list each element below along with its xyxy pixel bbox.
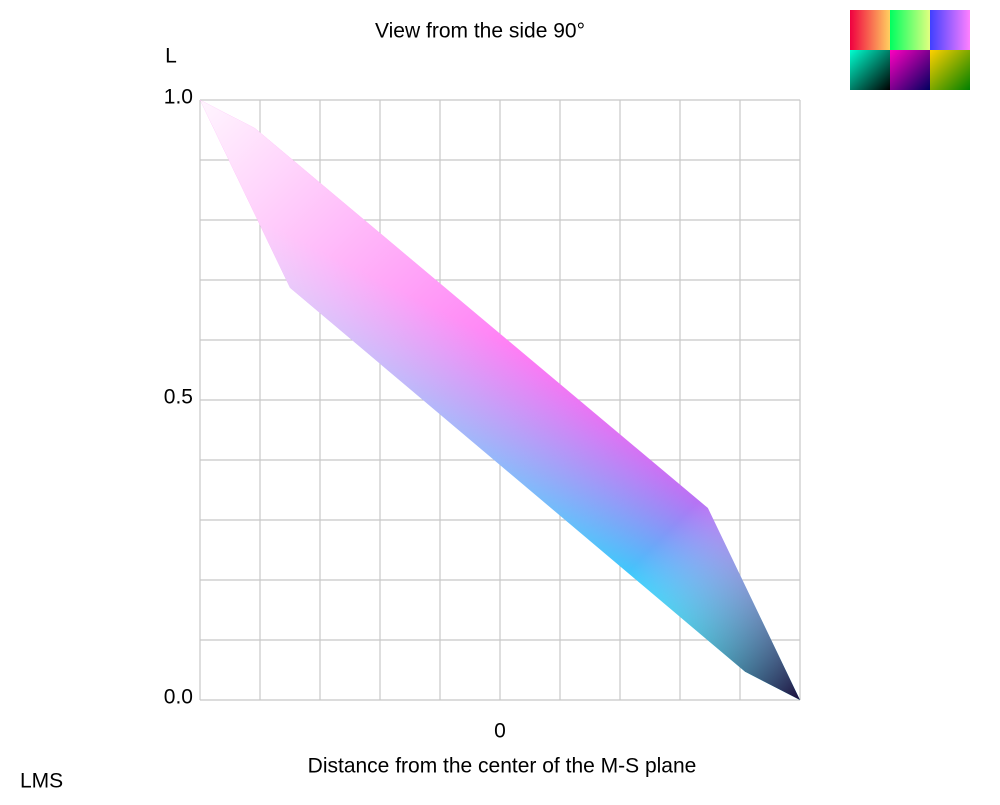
y-tick-label: 0.5 bbox=[164, 386, 193, 409]
x-tick-label: 0 bbox=[494, 720, 506, 743]
thumbnail bbox=[930, 10, 970, 50]
color-solid-shading bbox=[200, 100, 800, 700]
chart-title: View from the side 90° bbox=[375, 20, 585, 43]
x-axis-label: Distance from the center of the M-S plan… bbox=[308, 755, 697, 778]
corner-label: LMS bbox=[20, 770, 63, 793]
y-tick-label: 0.0 bbox=[164, 686, 193, 709]
thumbnail bbox=[890, 10, 930, 50]
y-tick-label: 1.0 bbox=[164, 86, 193, 109]
thumbnail bbox=[890, 50, 930, 90]
thumbnail bbox=[930, 50, 970, 90]
y-axis-label: L bbox=[165, 45, 177, 68]
thumbnails bbox=[850, 10, 970, 90]
thumbnail bbox=[850, 50, 890, 90]
thumbnail bbox=[850, 10, 890, 50]
plot bbox=[200, 100, 800, 700]
